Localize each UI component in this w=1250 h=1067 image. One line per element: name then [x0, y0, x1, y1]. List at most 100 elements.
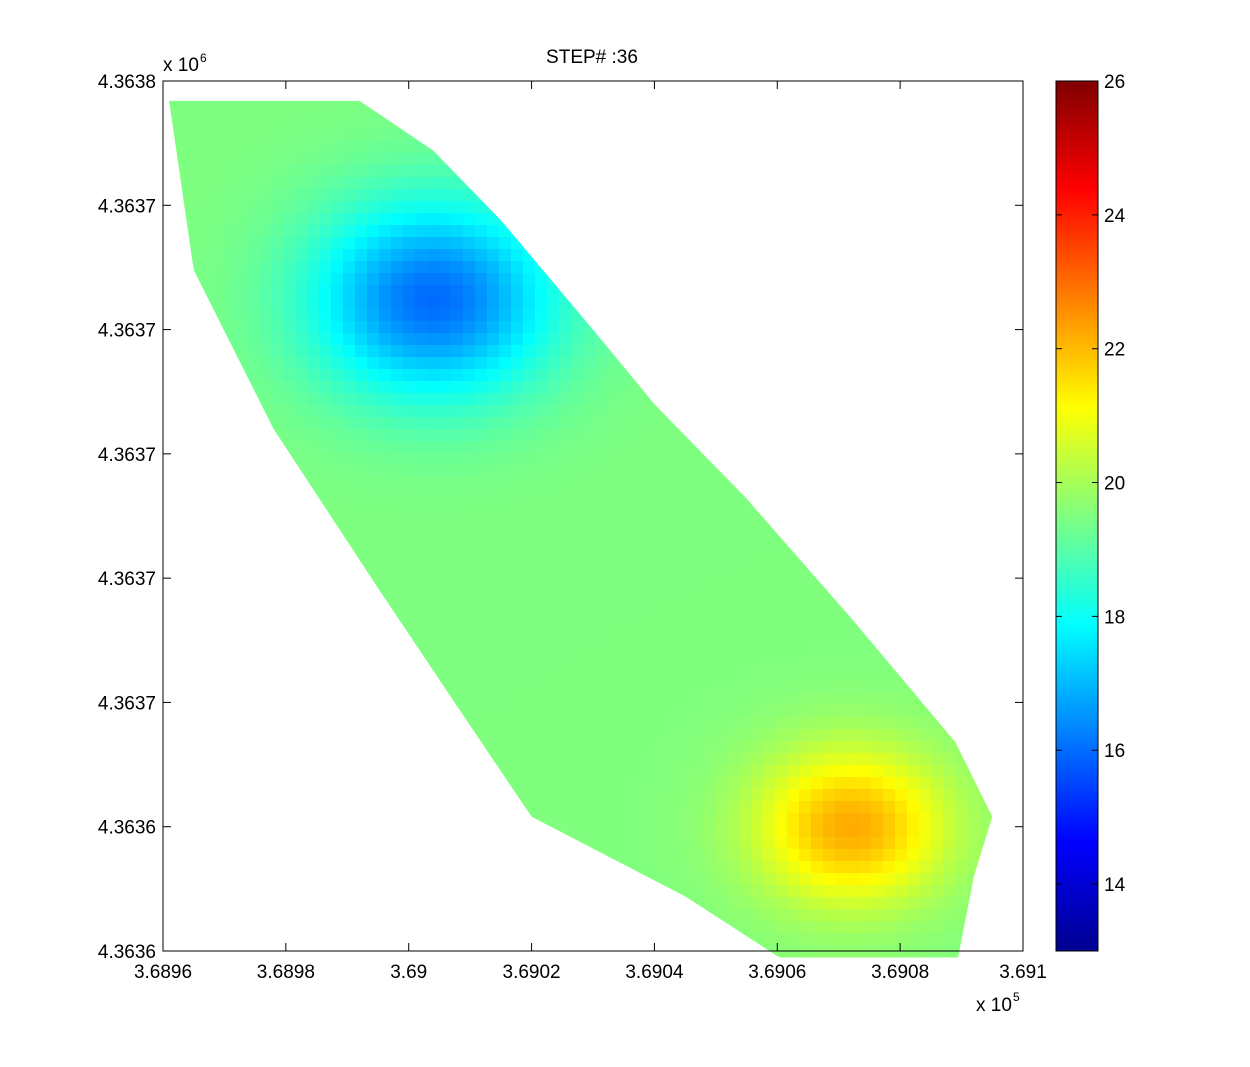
heatmap-cell: [967, 789, 980, 802]
heatmap-cell: [823, 549, 836, 562]
heatmap-cell: [235, 189, 248, 202]
heatmap-cell: [559, 225, 572, 238]
heatmap-cell: [1015, 333, 1028, 346]
heatmap-cell: [643, 801, 656, 814]
heatmap-cell: [859, 100, 872, 106]
heatmap-cell: [523, 645, 536, 658]
heatmap-cell: [595, 465, 608, 478]
heatmap-cell: [583, 189, 596, 202]
heatmap-cell: [751, 897, 764, 910]
heatmap-cell: [211, 333, 224, 346]
heatmap-cell: [499, 621, 512, 634]
heatmap-cell: [943, 873, 956, 886]
heatmap-cell: [523, 705, 536, 718]
heatmap-cell: [715, 100, 728, 106]
heatmap-cell: [715, 285, 728, 298]
heatmap-cell: [787, 849, 800, 862]
heatmap-cell: [679, 225, 692, 238]
heatmap-cell: [775, 429, 788, 442]
heatmap-cell: [511, 525, 524, 538]
heatmap-cell: [751, 249, 764, 262]
heatmap-cell: [331, 201, 344, 214]
heatmap-cell: [415, 813, 428, 826]
heatmap-cell: [667, 117, 680, 130]
heatmap-cell: [595, 129, 608, 142]
heatmap-cell: [367, 621, 380, 634]
heatmap-cell: [169, 873, 176, 886]
heatmap-cell: [931, 225, 944, 238]
heatmap-cell: [955, 489, 968, 502]
heatmap-cell: [391, 753, 404, 766]
heatmap-cell: [991, 669, 993, 682]
heatmap-cell: [463, 873, 476, 886]
heatmap-cell: [403, 153, 416, 166]
heatmap-cell: [169, 621, 176, 634]
heatmap-cell: [511, 861, 524, 874]
heatmap-cell: [967, 321, 980, 334]
heatmap-cell: [907, 225, 920, 238]
heatmap-cell: [487, 405, 500, 418]
heatmap-cell: [439, 249, 452, 262]
heatmap-cell: [907, 201, 920, 214]
heatmap-cell: [175, 129, 188, 142]
heatmap-cell: [835, 753, 848, 766]
heatmap-cell: [943, 813, 956, 826]
heatmap-cell: [463, 537, 476, 550]
heatmap-cell: [919, 369, 932, 382]
heatmap-cell: [979, 117, 992, 130]
heatmap-cell: [547, 189, 560, 202]
heatmap-cell: [487, 273, 500, 286]
heatmap-cell: [199, 249, 212, 262]
heatmap-cell: [871, 393, 884, 406]
heatmap-cell: [595, 261, 608, 274]
heatmap-cell: [199, 165, 212, 178]
heatmap-cell: [691, 285, 704, 298]
heatmap-cell: [319, 441, 332, 454]
heatmap-cell: [379, 873, 392, 886]
heatmap-cell: [799, 753, 812, 766]
heatmap-cell: [511, 741, 524, 754]
heatmap-cell: [715, 177, 728, 190]
heatmap-cell: [907, 417, 920, 430]
heatmap-cell: [763, 321, 776, 334]
heatmap-cell: [727, 345, 740, 358]
heatmap-cell: [667, 717, 680, 730]
heatmap-cell: [595, 201, 608, 214]
heatmap-cell: [907, 825, 920, 838]
heatmap-cell: [487, 477, 500, 490]
heatmap-cell: [823, 417, 836, 430]
heatmap-cell: [343, 669, 356, 682]
heatmap-cell: [235, 717, 248, 730]
heatmap-cell: [1003, 249, 1016, 262]
heatmap-cell: [415, 621, 428, 634]
heatmap-cell: [847, 525, 860, 538]
heatmap-cell: [367, 249, 380, 262]
heatmap-cell: [583, 465, 596, 478]
heatmap-cell: [223, 321, 236, 334]
heatmap-cell: [367, 345, 380, 358]
heatmap-cell: [451, 237, 464, 250]
heatmap-cell: [271, 477, 284, 490]
heatmap-cell: [787, 513, 800, 526]
heatmap-cell: [655, 153, 668, 166]
heatmap-cell: [295, 405, 308, 418]
heatmap-cell: [631, 573, 644, 586]
heatmap-cell: [775, 525, 788, 538]
heatmap-cell: [223, 381, 236, 394]
heatmap-cell: [811, 129, 824, 142]
heatmap-cell: [175, 237, 188, 250]
heatmap-cell: [307, 501, 320, 514]
heatmap-cell: [799, 861, 812, 874]
heatmap-cell: [955, 141, 968, 154]
heatmap-cell: [727, 141, 740, 154]
heatmap-cell: [235, 525, 248, 538]
heatmap-cell: [787, 633, 800, 646]
heatmap-cell: [295, 321, 308, 334]
heatmap-cell: [571, 345, 584, 358]
heatmap-cell: [211, 669, 224, 682]
heatmap-cell: [487, 81, 500, 94]
heatmap-cell: [307, 705, 320, 718]
heatmap-cell: [235, 681, 248, 694]
heatmap-cell: [295, 525, 308, 538]
heatmap-cell: [895, 753, 908, 766]
